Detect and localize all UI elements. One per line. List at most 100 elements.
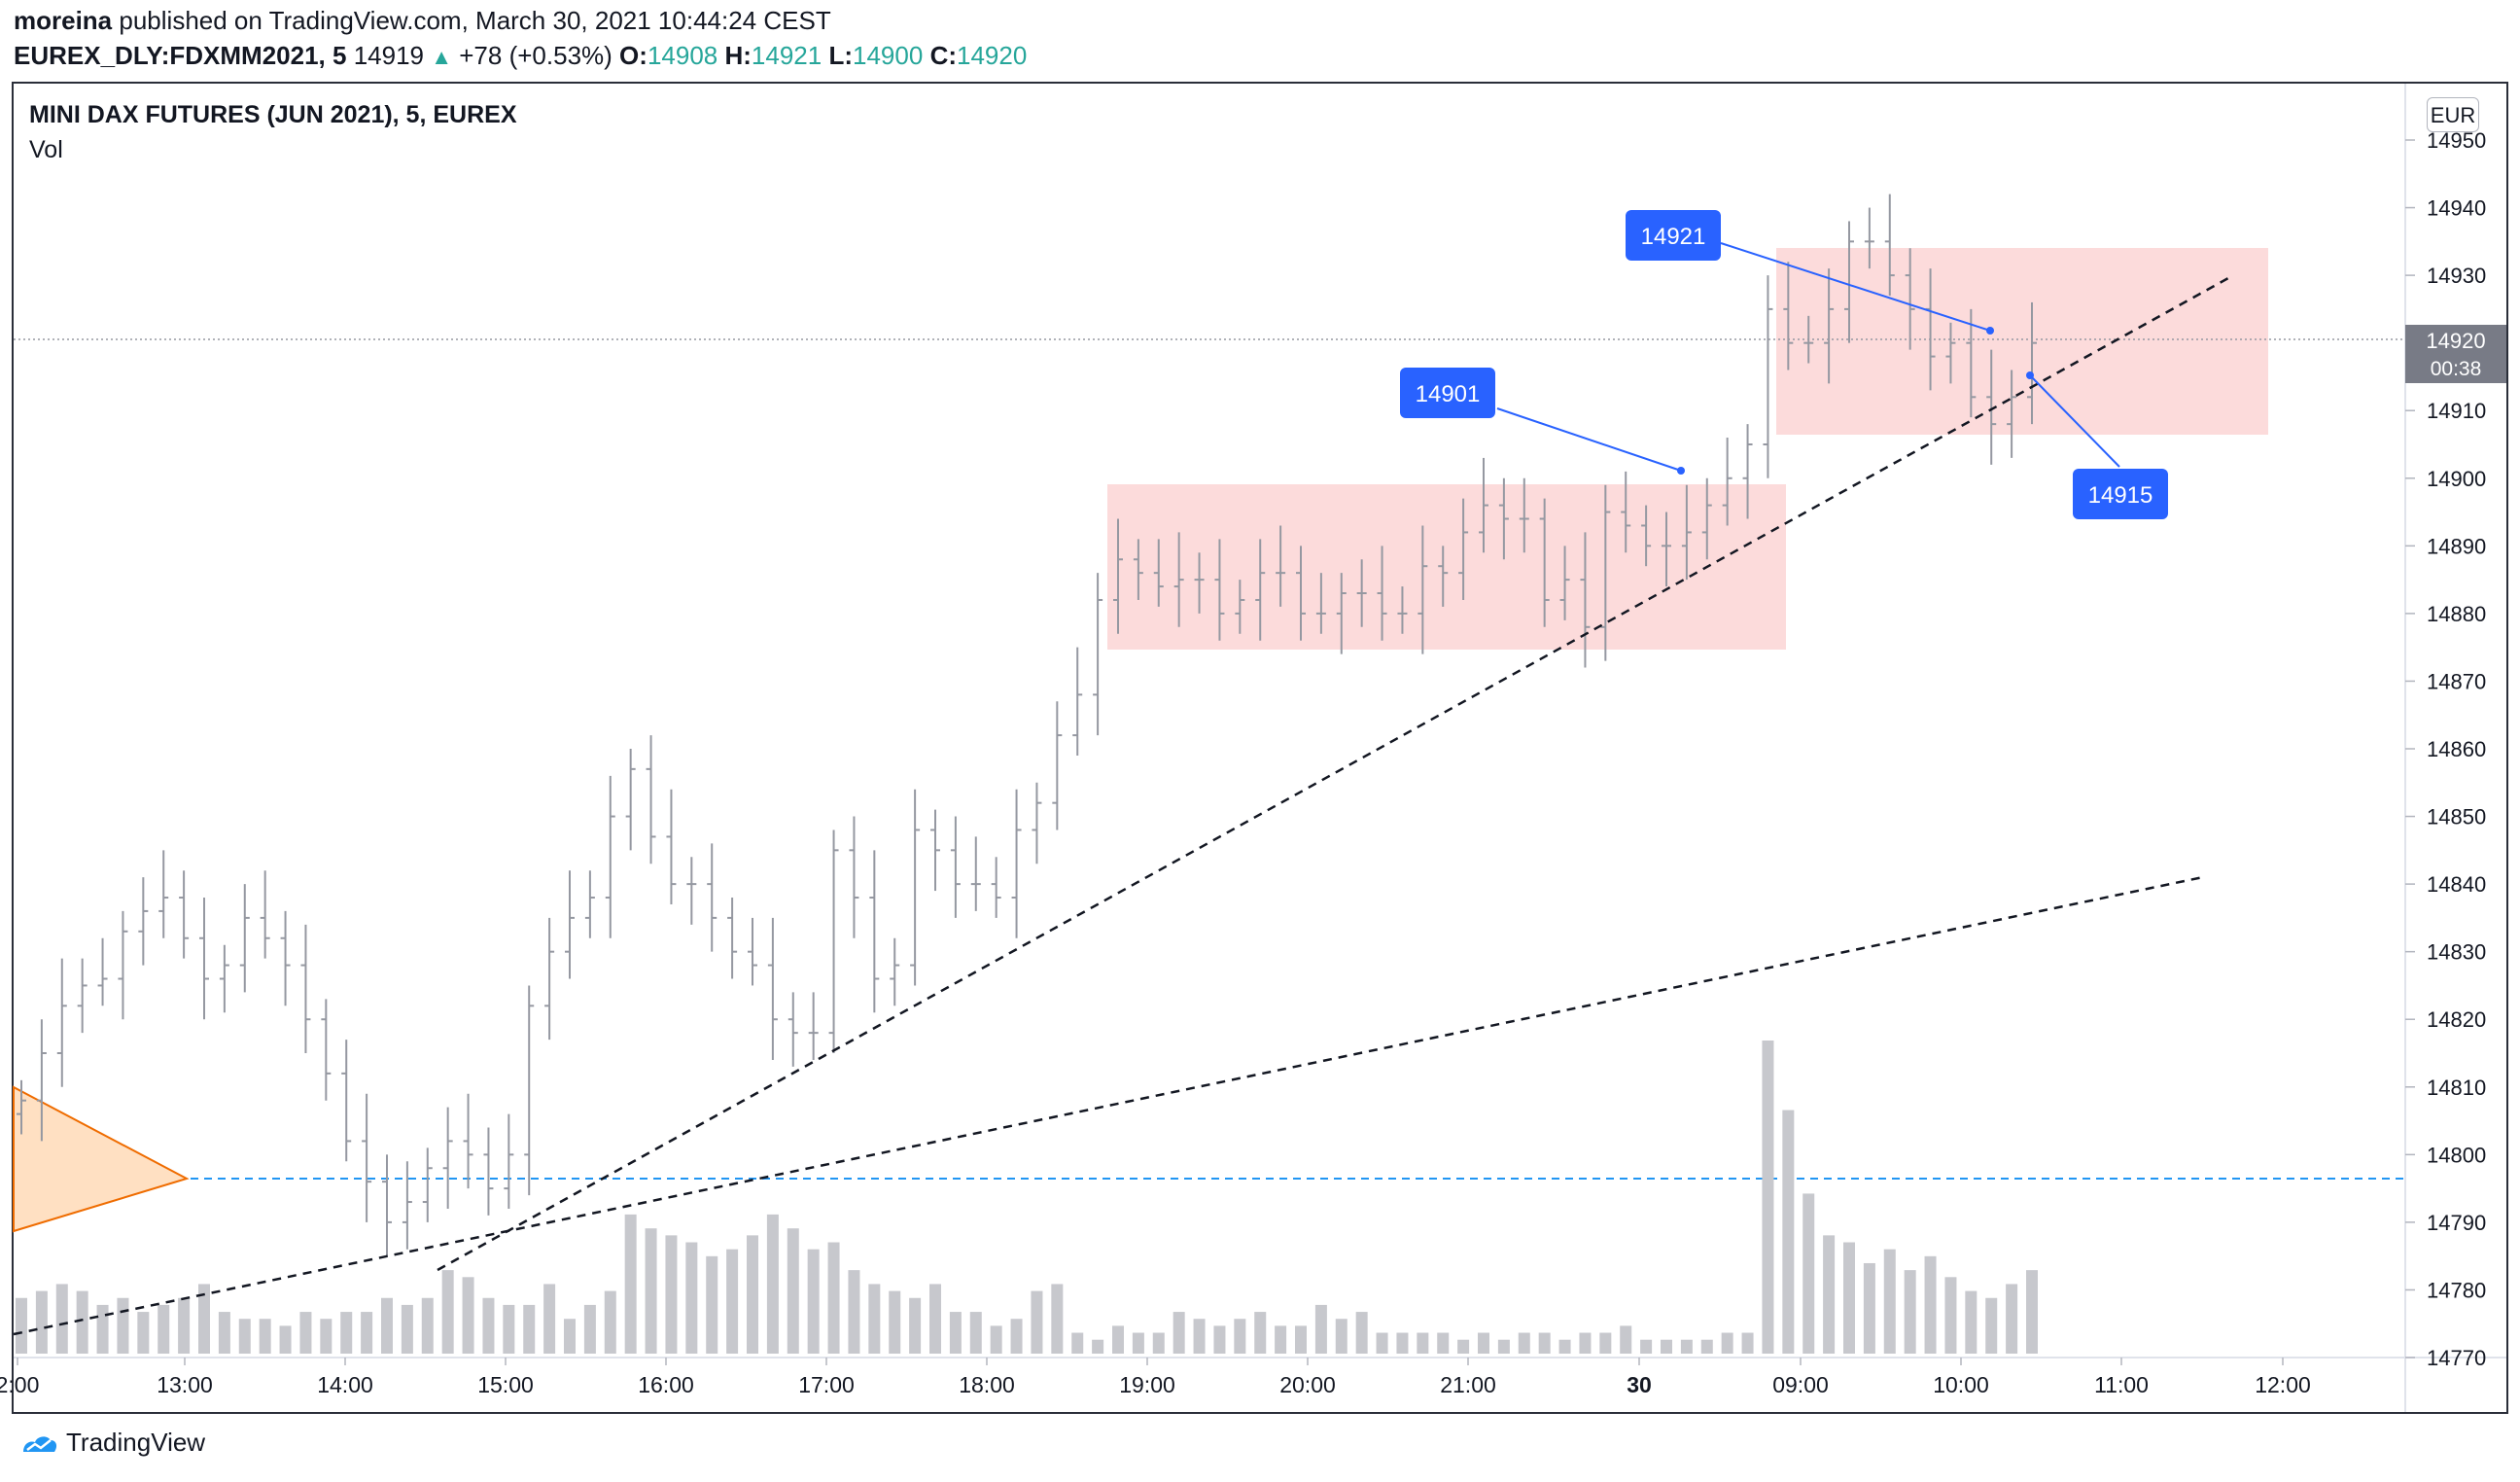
callout-connector-14901 — [1496, 407, 1682, 472]
triangle-pattern[interactable] — [13, 1085, 190, 1233]
volume-bar — [1497, 1339, 1510, 1354]
price-tick-label: 14800 — [2427, 1143, 2486, 1167]
volume-bar — [1478, 1332, 1489, 1354]
volume-bar — [178, 1297, 191, 1354]
price-bar — [77, 958, 88, 1034]
price-tick-label: 14810 — [2427, 1076, 2486, 1100]
volume-bar — [1599, 1332, 1612, 1354]
volume-bar — [583, 1304, 596, 1354]
volume-bar — [543, 1284, 556, 1354]
price-bar — [970, 836, 981, 911]
price-bar — [1458, 498, 1469, 600]
volume-bar — [1071, 1332, 1084, 1354]
high-label: H: — [724, 41, 752, 70]
volume-bar — [827, 1242, 840, 1354]
open-label: O: — [619, 41, 648, 70]
close-label: C: — [929, 41, 957, 70]
volume-bar — [807, 1249, 820, 1354]
callout-anchor-14921[interactable] — [1986, 327, 1994, 335]
footer-brand[interactable]: TradingView — [19, 1428, 205, 1458]
price-tick-label: 14930 — [2427, 264, 2486, 288]
currency-button[interactable]: EUR — [2427, 97, 2479, 132]
price-bar — [666, 789, 677, 904]
price-bar — [1397, 586, 1408, 634]
volume-bar — [340, 1312, 353, 1354]
price-tick-label: 14790 — [2427, 1211, 2486, 1235]
volume-bar — [604, 1290, 616, 1354]
price-bar — [1945, 322, 1956, 384]
volume-bar — [1335, 1319, 1348, 1354]
price-tick-label: 14840 — [2427, 872, 2486, 897]
chart-frame[interactable] — [12, 82, 2508, 1414]
volume-bar — [1640, 1339, 1653, 1354]
volume-bar — [1152, 1332, 1165, 1354]
volume-bar — [279, 1325, 292, 1354]
price-tick-label: 14780 — [2427, 1278, 2486, 1302]
volume-bar — [361, 1312, 373, 1354]
price-bar — [1742, 424, 1753, 519]
price-bars — [17, 194, 2037, 1256]
price-bar — [1113, 518, 1123, 634]
callout-14915[interactable]: 14915 — [2073, 469, 2168, 519]
price-bar — [239, 884, 250, 993]
callout-14921[interactable]: 14921 — [1626, 210, 1721, 261]
time-tick-label: 10:00 — [1933, 1372, 1989, 1397]
volume-bar — [523, 1304, 536, 1354]
volume-bar — [1843, 1242, 1855, 1354]
author-name[interactable]: moreina — [14, 6, 113, 35]
price-bar — [930, 809, 940, 892]
open-value: 14908 — [647, 41, 718, 70]
consolidation-zone-1[interactable] — [1107, 484, 1786, 650]
volume-bar — [55, 1284, 68, 1354]
price-tick-label: 14900 — [2427, 467, 2486, 491]
price-bar — [524, 985, 535, 1196]
volume-legend[interactable]: Vol — [29, 136, 63, 163]
time-tick-label: 16:00 — [638, 1372, 694, 1397]
price-tick-label: 14820 — [2427, 1007, 2486, 1032]
price-bar — [1315, 573, 1326, 634]
volume-bar — [1295, 1325, 1307, 1354]
callout-14901[interactable]: 14901 — [1400, 368, 1495, 418]
price-axis[interactable]: 14950 14940 14930 14920 14910 14900 14890 14880… — [2405, 128, 2486, 1370]
price-bar — [280, 910, 291, 1006]
price-bar — [1194, 552, 1205, 614]
price-bar — [890, 937, 900, 1006]
volume-bar — [238, 1319, 251, 1354]
callout-anchor-14901[interactable] — [1677, 467, 1685, 475]
price-bar — [849, 816, 859, 938]
price-tick-label: 14910 — [2427, 399, 2486, 423]
callout-connector-14915 — [2029, 374, 2120, 468]
price-bar — [1641, 505, 1652, 567]
price-bar — [1214, 539, 1225, 641]
price-bar — [1621, 471, 1631, 553]
trend-line-steep[interactable] — [437, 276, 2229, 1272]
price-bar — [36, 1019, 47, 1142]
tradingview-logo-icon — [23, 1435, 57, 1452]
chart-title[interactable]: MINI DAX FUTURES (JUN 2021), 5, EUREX — [29, 101, 517, 128]
consolidation-zone-2[interactable] — [1776, 248, 2268, 435]
volume-bar — [564, 1319, 576, 1354]
price-bar — [727, 898, 738, 979]
volume-bar — [1985, 1297, 1998, 1354]
volume-bar — [685, 1242, 698, 1354]
time-axis[interactable]: 2:00 13:00 14:00 15:00 16:00 17:00 18:00 19:00 2… — [0, 1358, 2311, 1397]
price-bar — [910, 789, 921, 986]
price-bar — [321, 999, 332, 1101]
price-bar — [1133, 539, 1143, 600]
volume-bar — [1700, 1339, 1713, 1354]
callout-anchor-14915[interactable] — [2026, 371, 2034, 379]
price-bar — [1011, 789, 1022, 938]
time-tick-label: 17:00 — [798, 1372, 855, 1397]
publish-date: published on TradingView.com, March 30, … — [119, 6, 831, 35]
price-tick-label: 14890 — [2427, 534, 2486, 558]
time-tick-label: 2:00 — [0, 1372, 39, 1397]
volume-bar — [1132, 1332, 1144, 1354]
price-bar — [1681, 484, 1692, 581]
volume-bar — [1558, 1339, 1571, 1354]
volume-bar — [16, 1297, 27, 1354]
price-bar — [1600, 484, 1611, 661]
low-label: L: — [828, 41, 854, 70]
volume-bar — [645, 1228, 657, 1354]
price-bar — [544, 917, 555, 1041]
